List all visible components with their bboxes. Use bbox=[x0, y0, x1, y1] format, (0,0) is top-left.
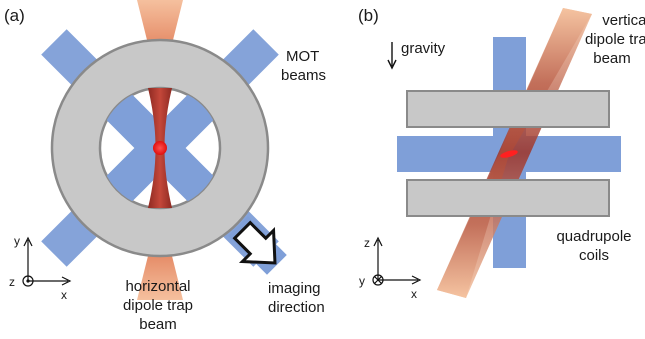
imaging-label-line1: imaging bbox=[268, 280, 321, 297]
coil-bottom bbox=[406, 179, 610, 217]
imaging-arrow bbox=[232, 220, 277, 265]
imaging-label-line2: direction bbox=[268, 299, 325, 316]
panel-a: (a) MOT beams horizontal dipo bbox=[4, 0, 326, 333]
trap-label-line2: dipole trap bbox=[123, 297, 193, 314]
axes-a bbox=[22, 236, 72, 287]
axis-a-x: x bbox=[61, 288, 67, 302]
trap-label-line1: horizontal bbox=[125, 278, 190, 295]
panel-b: (b) gravity vertical dipole trap beam qu… bbox=[358, 6, 645, 301]
axis-b-y: y bbox=[359, 274, 365, 288]
coil-top bbox=[406, 90, 610, 128]
coils-label-line2: coils bbox=[579, 247, 609, 264]
vtrap-label-line1: vertical bbox=[602, 12, 645, 29]
axis-b-x: x bbox=[411, 287, 417, 301]
panel-b-tag: (b) bbox=[358, 6, 379, 25]
vtrap-label-line2: dipole trap bbox=[585, 31, 645, 48]
axis-a-y: y bbox=[14, 234, 20, 248]
atom-cloud-b bbox=[500, 150, 518, 158]
panel-a-tag: (a) bbox=[4, 6, 25, 25]
mot-label-line2: beams bbox=[281, 67, 326, 84]
gravity-label: gravity bbox=[401, 40, 446, 57]
axis-out-of-page-dot bbox=[26, 279, 30, 283]
gravity-arrow bbox=[387, 42, 397, 70]
vtrap-label-line3: beam bbox=[593, 50, 631, 67]
trap-label-line3: beam bbox=[139, 316, 177, 333]
mot-label-line1: MOT bbox=[286, 48, 319, 65]
atom-cloud-a bbox=[153, 141, 167, 155]
coils-label-line1: quadrupole bbox=[556, 228, 631, 245]
axis-b-z: z bbox=[364, 236, 370, 250]
axis-a-z: z bbox=[9, 275, 15, 289]
axes-b bbox=[372, 236, 422, 286]
